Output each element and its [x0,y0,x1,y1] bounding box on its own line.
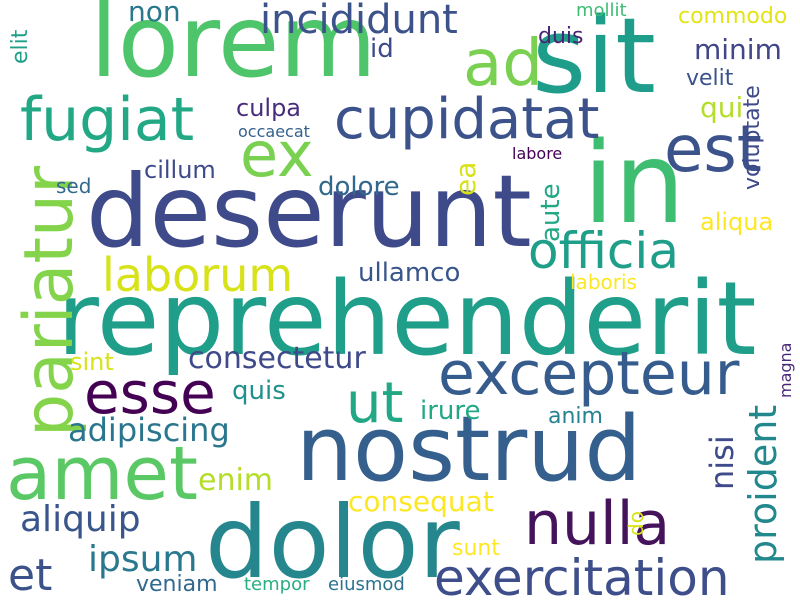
word-tempor: tempor [244,574,310,595]
word-ipsum: ipsum [88,539,198,580]
word-ad: ad [463,27,543,101]
word-aliqua: aliqua [700,208,774,236]
word-dolor: dolor [205,484,460,600]
word-aliquip: aliquip [20,499,141,540]
word-magna: magna [776,342,795,399]
word-consectetur: consectetur [188,341,366,376]
word-labore: labore [512,144,563,163]
word-cillum: cillum [144,156,216,184]
word-eiusmod: eiusmod [328,574,405,595]
word-est: est [664,113,762,187]
word-anim: anim [548,404,603,429]
word-in: in [583,119,686,249]
word-officia: officia [528,222,679,280]
word-voluptate: voluptate [740,85,765,190]
word-dolore: dolore [318,172,400,202]
word-exercitation: exercitation [434,549,730,600]
word-irure: irure [420,396,481,426]
word-aute: aute [536,183,566,242]
word-nostrud: nostrud [296,397,642,502]
word-ut: ut [346,371,404,436]
word-non: non [128,0,181,28]
word-commodo: commodo [678,4,788,29]
word-id: id [370,34,394,64]
word-incididunt: incididunt [260,0,458,43]
word-fugiat: fugiat [20,85,195,155]
word-adipiscing: adipiscing [68,411,230,449]
word-laboris: laboris [570,270,637,294]
word-consequat: consequat [348,485,494,518]
word-do: do [624,511,648,536]
word-esse: esse [84,359,216,427]
word-minim: minim [694,33,782,66]
word-ea: ea [449,161,482,196]
word-amet: amet [6,431,198,517]
word-reprehenderit: reprehenderit [57,260,757,379]
word-nulla: nulla [524,489,671,559]
word-quis: quis [232,376,286,406]
word-occaecat: occaecat [238,122,310,141]
word-excepteur: excepteur [438,339,740,409]
word-ullamco: ullamco [358,258,461,288]
word-sunt: sunt [452,536,500,561]
word-pariatur: pariatur [10,165,89,437]
word-elit: elit [8,29,33,64]
word-nisi: nisi [703,435,741,490]
word-culpa: culpa [236,94,302,122]
word-proident: proident [741,404,785,564]
word-sint: sint [70,348,114,376]
word-ex: ex [240,118,314,191]
word-qui: qui [700,91,744,124]
word-cupidatat: cupidatat [334,87,600,152]
word-duis: duis [538,24,584,49]
word-lorem: lorem [90,0,377,100]
word-sit: sit [532,0,656,117]
word-enim: enim [198,463,274,498]
word-deserunt: deserunt [86,153,532,270]
word-sed: sed [56,174,92,198]
word-veniam: veniam [136,572,218,597]
word-velit: velit [686,66,734,91]
word-mollit: mollit [576,0,627,21]
word-laborum: laborum [102,248,294,302]
word-et: et [8,550,53,600]
